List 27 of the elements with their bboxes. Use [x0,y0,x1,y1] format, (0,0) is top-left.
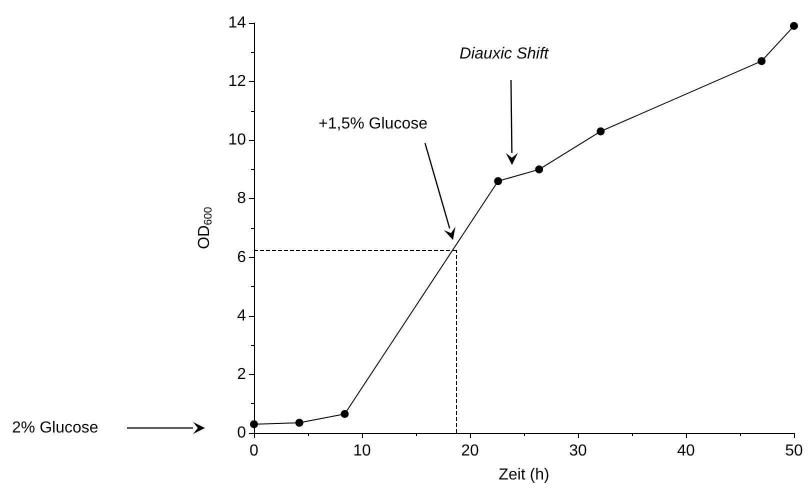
y-tick-label: 10 [228,132,246,149]
point [494,177,502,186]
annotation: Diauxic Shift [460,46,550,62]
y-tick-label: 0 [237,424,246,442]
point [790,22,798,30]
point [295,418,304,427]
point [535,165,544,174]
point [340,410,349,418]
annotation: +1,5% Glucose [318,116,428,132]
y-tick-label: 2 [237,366,246,383]
text: 2% Glucose [12,420,98,436]
y-tick-label: 12 [228,73,246,90]
point [596,127,605,136]
x-tick-label: 0 [250,442,259,460]
x-axis-title: Zeit (h) [498,466,550,484]
y-tick-label: 4 [237,307,246,324]
x-tick-label: 50 [785,442,803,460]
x-tick-label: 10 [353,442,371,460]
point [250,420,258,428]
point [758,57,766,66]
x-tick-label: 40 [677,442,695,460]
y-tick-label: 8 [237,190,246,208]
x-tick-label: 20 [461,442,479,460]
x-tick-label: 30 [569,442,587,460]
y-tick-label: 6 [237,248,246,266]
y-axis-title: OD600 [196,206,214,250]
y-tick-label: 14 [228,14,246,32]
